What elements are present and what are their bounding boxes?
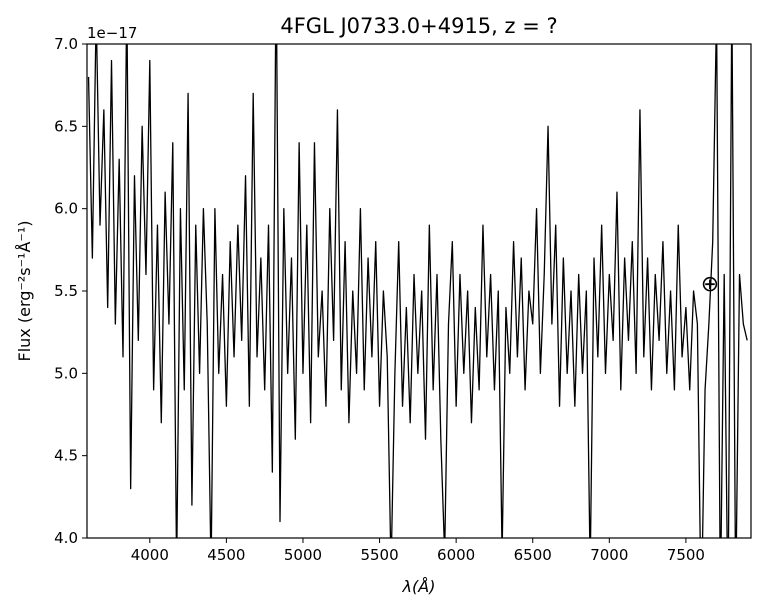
chart-title: 4FGL J0733.0+4915, z = ? [280, 14, 557, 38]
y-tick-label: 7.0 [54, 35, 78, 53]
x-tick-label: 6500 [514, 546, 552, 564]
x-tick-label: 7000 [590, 546, 628, 564]
y-tick-label: 4.0 [54, 529, 78, 547]
annotation: ⊕ [701, 272, 719, 297]
plot-area [87, 44, 748, 538]
x-tick-label: 4500 [207, 546, 245, 564]
y-axis-label: Flux (erg⁻²s⁻¹Å⁻¹) [15, 221, 34, 362]
y-tick-label: 5.5 [54, 282, 78, 300]
y-tick-label: 6.0 [54, 200, 78, 218]
x-tick-label: 5000 [284, 546, 322, 564]
axes-frame [86, 43, 752, 539]
x-tick-label: 4000 [131, 546, 169, 564]
spectrum-line [87, 44, 748, 538]
x-tick-label: 7500 [667, 546, 705, 564]
x-axis-label: λ(Å) [402, 577, 436, 596]
x-tick-label: 5500 [360, 546, 398, 564]
y-offset-label: 1e−17 [87, 24, 137, 42]
x-tick-label: 6000 [437, 546, 475, 564]
y-tick-label: 5.0 [54, 364, 78, 382]
y-tick-label: 6.5 [54, 117, 78, 135]
y-tick-label: 4.5 [54, 447, 78, 465]
